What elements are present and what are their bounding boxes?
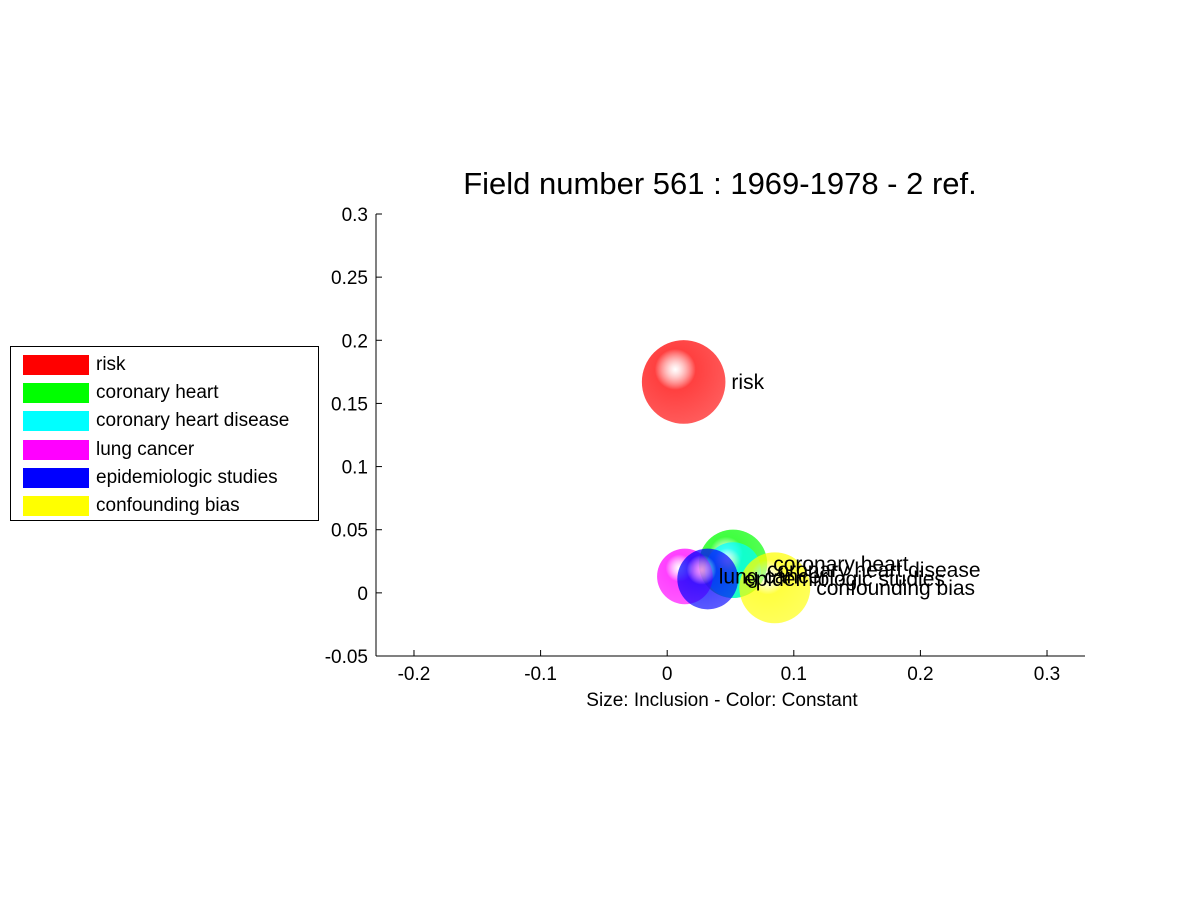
- y-tick-label: -0.05: [325, 647, 368, 668]
- y-tick-label: 0.3: [342, 205, 368, 226]
- legend-item: coronary heart: [23, 382, 219, 404]
- legend-swatch: [23, 440, 89, 460]
- point-label-epidemiologic-studies: epidemiologic studies: [744, 568, 945, 591]
- y-tick-label: 0.15: [331, 394, 368, 415]
- legend-label: lung cancer: [96, 439, 195, 460]
- point-label-coronary-heart: coronary heart: [773, 553, 909, 576]
- legend-label: epidemiologic studies: [96, 467, 278, 488]
- y-tick-label: 0.1: [342, 458, 368, 479]
- x-ticks: -0.2 -0.1 0 0.1 0.2 0.3: [398, 650, 1060, 685]
- bubble-confounding-bias: [739, 552, 811, 624]
- legend-item: lung cancer: [23, 439, 194, 461]
- x-tick-label: -0.2: [398, 664, 431, 685]
- legend-item: confounding bias: [23, 495, 240, 517]
- x-axis-label: Size: Inclusion - Color: Constant: [586, 690, 858, 711]
- x-tick-label: -0.1: [524, 664, 557, 685]
- x-tick-label: 0.1: [781, 664, 807, 685]
- x-tick-label: 0.3: [1034, 664, 1060, 685]
- y-tick-label: 0: [357, 584, 368, 605]
- legend-label: coronary heart disease: [96, 410, 290, 431]
- point-label-lung-cancer: lung cancer: [719, 565, 828, 588]
- point-label-confounding-bias: confounding bias: [816, 577, 975, 600]
- legend-swatch: [23, 355, 89, 375]
- bubble-epidemiologic-studies: [677, 548, 739, 610]
- y-tick-label: 0.25: [331, 268, 368, 289]
- legend-swatch: [23, 496, 89, 516]
- x-tick-label: 0.2: [907, 664, 933, 685]
- legend-swatch: [23, 383, 89, 403]
- legend-swatch: [23, 468, 89, 488]
- legend-label: coronary heart: [96, 382, 219, 403]
- legend-label: confounding bias: [96, 495, 240, 516]
- legend-item: coronary heart disease: [23, 410, 289, 432]
- chart-title: Field number 561 : 1969-1978 - 2 ref.: [463, 166, 977, 201]
- bubble-risk: [641, 340, 726, 424]
- x-tick-label: 0: [662, 664, 673, 685]
- legend-label: risk: [96, 354, 126, 375]
- bubbles: [641, 340, 811, 624]
- y-tick-label: 0.2: [342, 331, 368, 352]
- point-label-risk: risk: [731, 371, 764, 394]
- legend-swatch: [23, 411, 89, 431]
- chart-legend: risk coronary heart coronary heart disea…: [10, 346, 319, 521]
- y-ticks: -0.05 0 0.05 0.1 0.15 0.2 0.25 0.3: [325, 205, 382, 668]
- legend-item: epidemiologic studies: [23, 467, 278, 489]
- legend-item: risk: [23, 354, 126, 376]
- y-tick-label: 0.05: [331, 521, 368, 542]
- point-label-coronary-heart-disease: coronary heart disease: [767, 559, 981, 582]
